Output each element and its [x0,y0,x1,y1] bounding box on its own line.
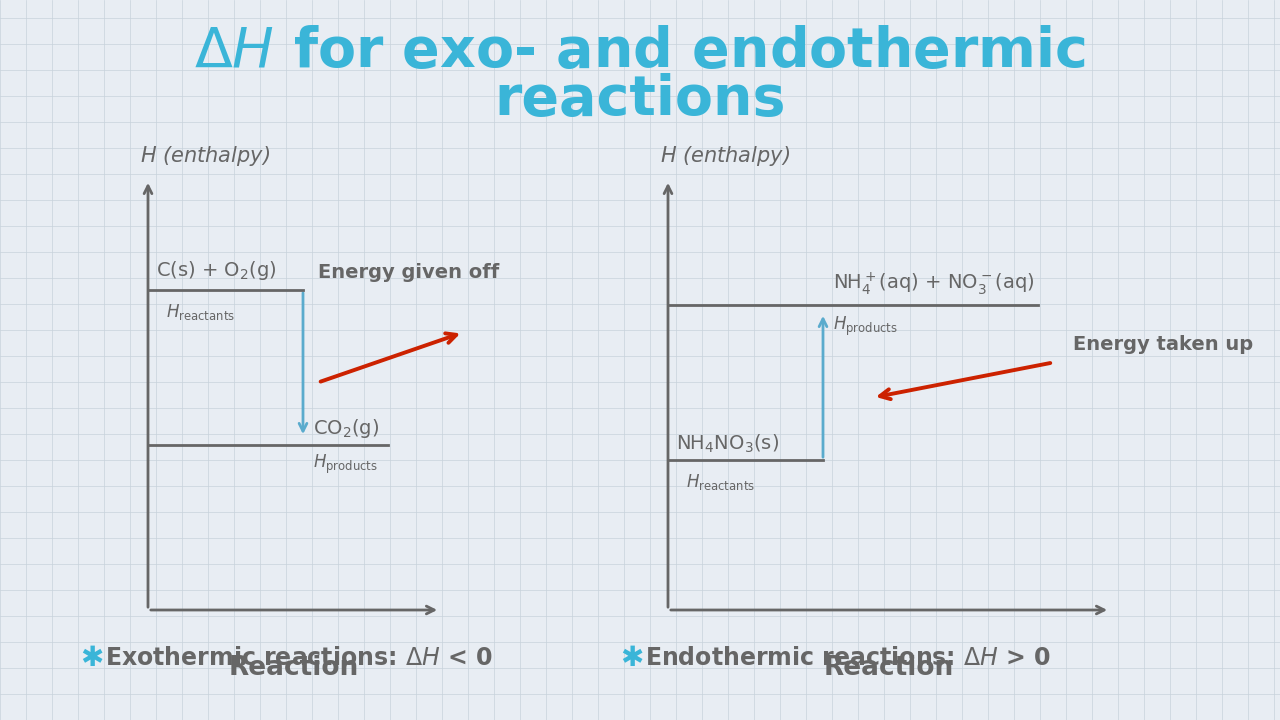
Text: Reaction: Reaction [229,655,360,681]
Text: $\Delta H$ for exo- and endothermic: $\Delta H$ for exo- and endothermic [195,25,1085,79]
Text: ✱: ✱ [79,644,104,672]
Text: ✱: ✱ [620,644,644,672]
Text: Endothermic reactions: $\Delta H$ > 0: Endothermic reactions: $\Delta H$ > 0 [645,646,1051,670]
Text: $H_{\rm products}$: $H_{\rm products}$ [833,315,899,338]
Text: NH$_4$NO$_3$(s): NH$_4$NO$_3$(s) [676,433,780,455]
Text: $H$ (enthalpy): $H$ (enthalpy) [140,144,270,168]
Text: reactions: reactions [494,73,786,127]
Text: $H_{\rm reactants}$: $H_{\rm reactants}$ [686,472,755,492]
Text: Energy taken up: Energy taken up [1073,336,1253,354]
Text: $H$ (enthalpy): $H$ (enthalpy) [660,144,790,168]
Text: Energy given off: Energy given off [317,263,499,282]
Text: C(s) + O$_2$(g): C(s) + O$_2$(g) [156,259,276,282]
Text: Reaction: Reaction [824,655,954,681]
Text: $H_{\rm products}$: $H_{\rm products}$ [314,453,378,476]
Text: NH$_4^+$(aq) + NO$_3^-$(aq): NH$_4^+$(aq) + NO$_3^-$(aq) [833,270,1034,297]
Text: CO$_2$(g): CO$_2$(g) [314,417,379,440]
Text: $H_{\rm reactants}$: $H_{\rm reactants}$ [166,302,236,322]
Text: Exothermic reactions: $\Delta H$ < 0: Exothermic reactions: $\Delta H$ < 0 [105,646,493,670]
